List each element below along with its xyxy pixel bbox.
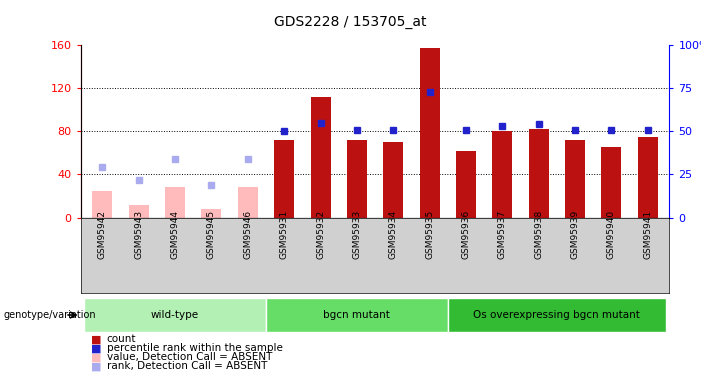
Bar <box>492 131 512 218</box>
Bar <box>456 151 476 217</box>
Bar <box>201 209 222 218</box>
Text: value, Detection Call = ABSENT: value, Detection Call = ABSENT <box>107 352 272 362</box>
Text: bgcn mutant: bgcn mutant <box>323 310 390 320</box>
Bar <box>274 140 294 218</box>
Bar <box>311 97 330 218</box>
Bar <box>266 298 448 332</box>
Bar <box>565 140 585 218</box>
Text: rank, Detection Call = ABSENT: rank, Detection Call = ABSENT <box>107 362 267 371</box>
Text: ■: ■ <box>91 344 102 353</box>
Bar <box>448 298 666 332</box>
Bar <box>165 188 185 218</box>
Bar <box>347 140 367 218</box>
Text: count: count <box>107 334 136 344</box>
Text: ■: ■ <box>91 352 102 362</box>
Text: ■: ■ <box>91 334 102 344</box>
Bar <box>84 298 266 332</box>
Text: ■: ■ <box>91 362 102 371</box>
Bar <box>601 147 621 218</box>
Bar <box>529 129 549 218</box>
Text: genotype/variation: genotype/variation <box>4 310 96 320</box>
Bar <box>420 48 440 217</box>
Text: wild-type: wild-type <box>151 310 199 320</box>
Text: Os overexpressing bgcn mutant: Os overexpressing bgcn mutant <box>473 310 640 320</box>
Text: GDS2228 / 153705_at: GDS2228 / 153705_at <box>274 15 427 29</box>
Bar <box>238 188 258 218</box>
Bar <box>638 136 658 218</box>
Bar <box>93 190 112 217</box>
Text: percentile rank within the sample: percentile rank within the sample <box>107 344 283 353</box>
Bar <box>129 205 149 218</box>
Bar <box>383 142 403 218</box>
